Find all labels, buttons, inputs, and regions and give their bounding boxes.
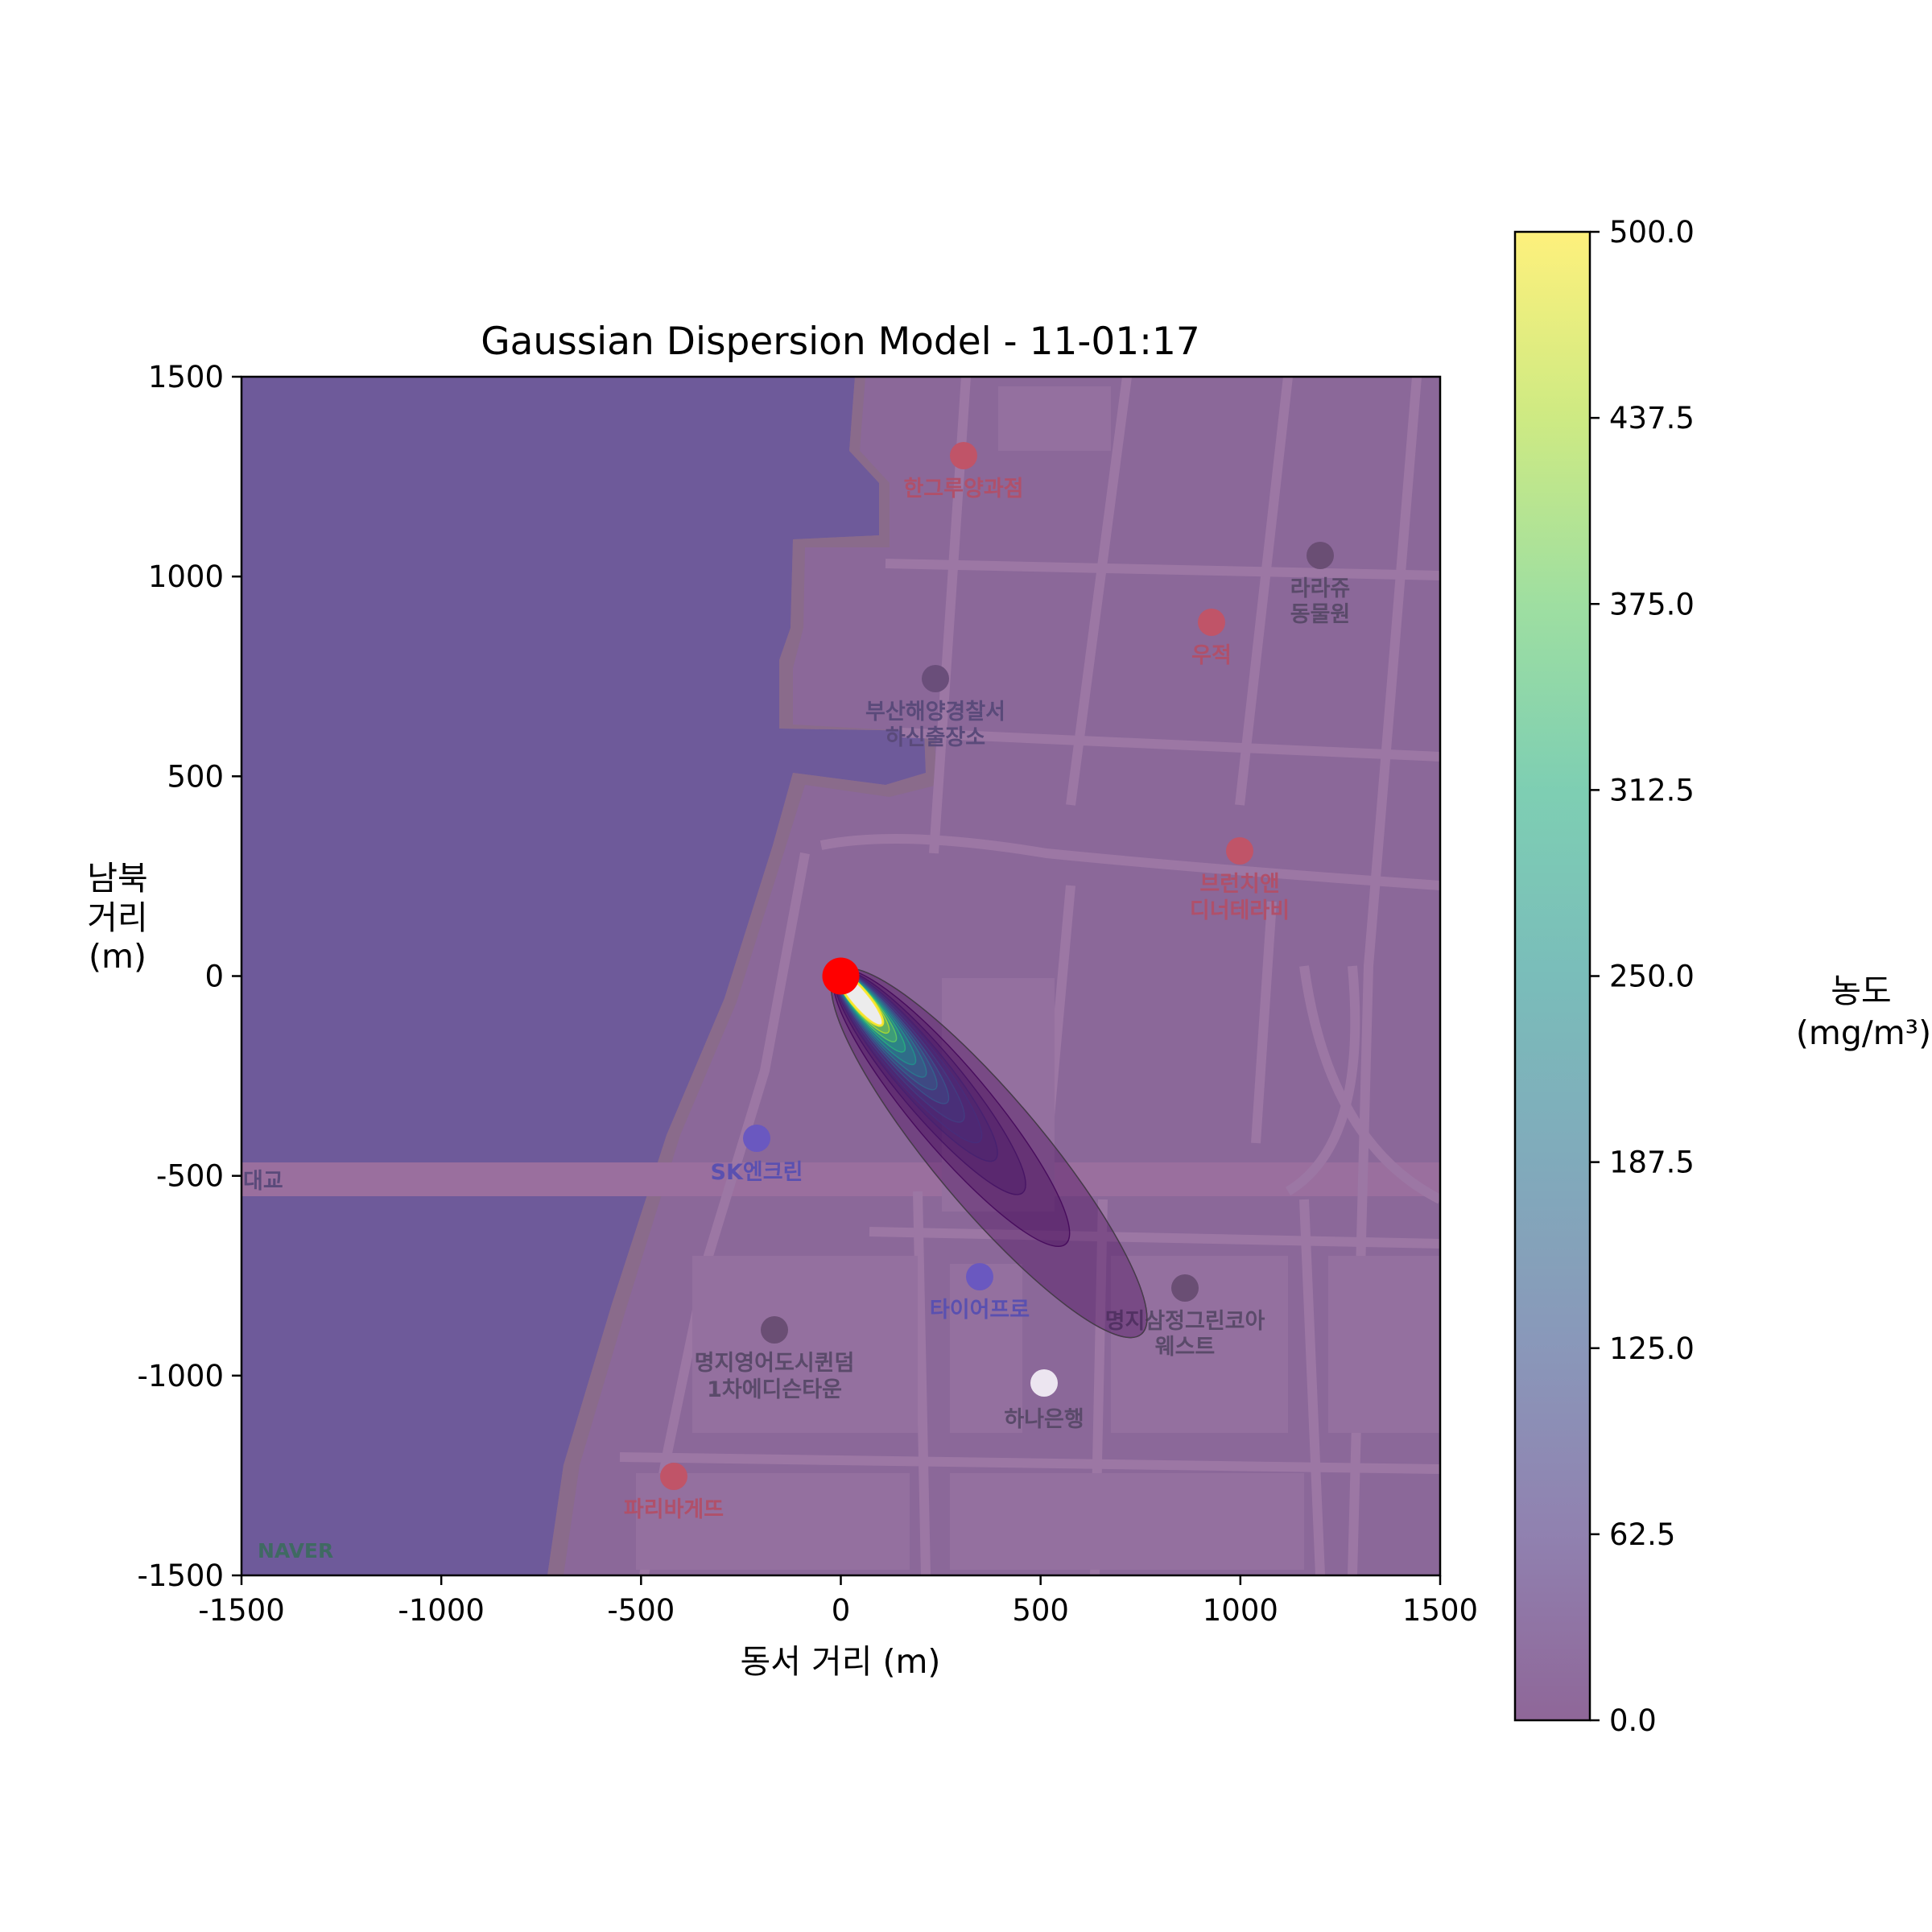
y-tick-label: 1500 (148, 360, 224, 394)
map-label: 하신출장소 (886, 725, 985, 750)
y-tick-label: -1000 (137, 1359, 224, 1393)
map-label: 부산해양경찰서 (865, 700, 1005, 724)
map-label: 타이어프로 (930, 1298, 1030, 1323)
x-tick-label: 1500 (1402, 1593, 1478, 1628)
map-label: 우적 (1191, 643, 1232, 668)
y-axis: 1500 1000 500 0 -500 -1000 -1500 (137, 360, 242, 1593)
bank-icon (1030, 1369, 1058, 1397)
colorbar: 0.0 62.5 125.0 187.5 250.0 312.5 375.0 437.5 500… (1513, 215, 1931, 1738)
y-tick-label: -500 (156, 1159, 224, 1194)
map-label: 동물원 (1290, 602, 1351, 627)
colorbar-tick-label: 62.5 (1609, 1517, 1675, 1552)
x-tick-label: -1000 (398, 1593, 485, 1628)
y-axis-title-line-2: 거리 (87, 898, 147, 937)
colorbar-tick-label: 250.0 (1609, 960, 1695, 994)
police-icon (922, 665, 949, 692)
x-tick-label: -1500 (198, 1593, 285, 1628)
x-axis-title: 동서 거리 (m) (741, 1642, 941, 1681)
colorbar-tick-label: 312.5 (1609, 773, 1695, 807)
colorbar-title-line-1: 농도 (1831, 972, 1891, 1010)
map-label: 파리바게뜨 (624, 1497, 724, 1522)
map-label: 브런치앤 (1199, 872, 1279, 897)
colorbar-tick-label: 125.0 (1609, 1331, 1695, 1366)
restaurant-icon (1198, 609, 1225, 636)
map-label: 대교 (243, 1169, 283, 1194)
colorbar-title-line-2: (mg/m³) (1796, 1013, 1931, 1052)
source-marker (822, 957, 860, 995)
colorbar-tick-label: 437.5 (1609, 401, 1695, 436)
colorbar-tick-label: 500.0 (1609, 215, 1695, 250)
colorbar-ticks: 0.0 62.5 125.0 187.5 250.0 312.5 375.0 437.5 500… (1590, 215, 1695, 1738)
basemap-blocks (636, 386, 1440, 1570)
basemap-water (242, 377, 926, 1575)
building-icon (761, 1316, 788, 1344)
y-tick-label: -1500 (137, 1558, 224, 1593)
x-tick-label: -500 (607, 1593, 675, 1628)
basemap-poi-icons (660, 442, 1334, 1490)
zoo-icon (1307, 542, 1334, 569)
x-tick-label: 500 (1012, 1593, 1069, 1628)
tire-shop-icon (966, 1263, 993, 1290)
colorbar-tick-label: 187.5 (1609, 1146, 1695, 1180)
restaurant-icon (660, 1463, 687, 1490)
y-tick-label: 0 (204, 960, 224, 994)
basemap-bridge (242, 1162, 1440, 1196)
restaurant-icon (1226, 837, 1253, 865)
map-label: SK엔크린 (711, 1160, 803, 1185)
map-label: 하나은행 (1004, 1407, 1084, 1432)
building-icon (1171, 1274, 1199, 1302)
chart-title: Gaussian Dispersion Model - 11-01:17 (481, 320, 1200, 364)
map-label: 1차에디슨타운 (707, 1377, 842, 1402)
restaurant-icon (950, 442, 977, 469)
x-axis: -1500 -1000 -500 0 500 1000 1500 (198, 1575, 1478, 1628)
colorbar-tick-label: 375.0 (1609, 587, 1695, 621)
y-tick-label: 500 (167, 759, 224, 794)
y-tick-label: 1000 (148, 559, 224, 594)
y-axis-title-line-1: 남북 (87, 859, 147, 898)
map-label: 명지삼정그린코아 (1105, 1309, 1265, 1334)
plot-area: 한그루양과점 라라쥬 동물원 우적 부산해양경찰서 하신출장소 브런치앤 디너테… (242, 377, 1440, 1575)
map-label: 명지영어도시퀸덤 (695, 1351, 855, 1376)
map-label: 디너테라비 (1190, 898, 1290, 923)
colorbar-gradient (1515, 232, 1590, 1720)
basemap: 한그루양과점 라라쥬 동물원 우적 부산해양경찰서 하신출장소 브런치앤 디너테… (242, 377, 1440, 1575)
map-label: 한그루양과점 (903, 477, 1023, 502)
basemap-labels: 한그루양과점 라라쥬 동물원 우적 부산해양경찰서 하신출장소 브런치앤 디너테… (243, 477, 1350, 1563)
map-label: 웨스트 (1155, 1335, 1216, 1360)
colorbar-tick-label: 0.0 (1609, 1703, 1657, 1738)
x-tick-label: 1000 (1203, 1593, 1278, 1628)
map-label: 라라쥬 (1290, 576, 1351, 601)
naver-logo: NAVER (258, 1539, 333, 1563)
y-axis-title-line-3: (m) (89, 937, 147, 976)
gas-station-icon (743, 1125, 770, 1152)
plume-contours (830, 967, 1148, 1339)
x-tick-label: 0 (832, 1593, 851, 1628)
basemap-shore (547, 377, 938, 1575)
